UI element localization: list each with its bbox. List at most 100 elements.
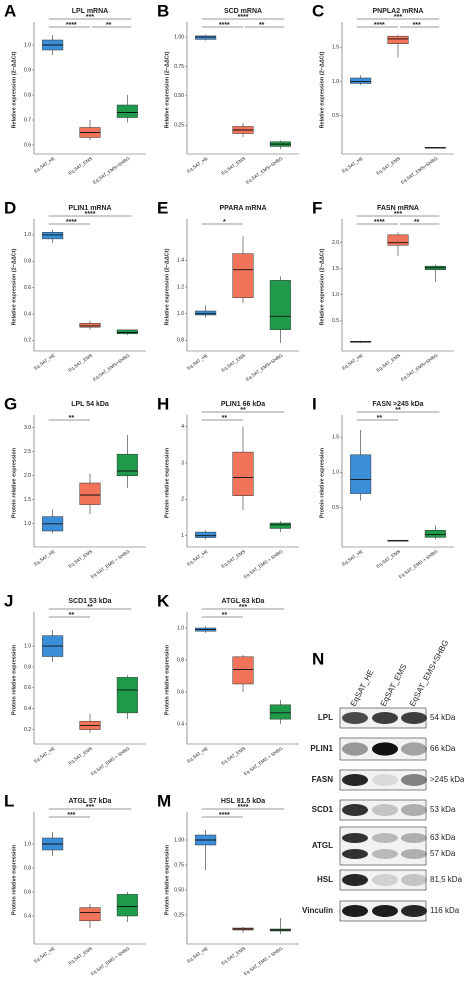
significance-label: ** <box>240 407 246 414</box>
blot-frame <box>339 826 427 866</box>
x-tick-label: Eq.SAT_HE <box>186 353 209 371</box>
y-tick-label: 0.9 <box>24 67 31 73</box>
x-tick-label: Eq.SAT_EMS <box>67 353 93 373</box>
y-axis-label: Relative expression (2−ΔΔCt) <box>319 51 325 128</box>
protein-label: FASN <box>312 775 334 784</box>
x-tick-label: Eq.SAT_EMS+SHBG <box>400 155 439 184</box>
y-axis-label: Relative expression (2−ΔΔCt) <box>11 51 17 128</box>
band <box>372 905 398 917</box>
band <box>342 849 368 859</box>
band <box>401 774 427 786</box>
box <box>116 677 138 714</box>
y-tick-label: 4 <box>181 424 184 430</box>
band <box>342 712 368 724</box>
y-axis-label: Protein relative expression <box>11 447 17 518</box>
y-axis-label: Relative expression (2−ΔΔCt) <box>11 248 17 325</box>
box <box>195 310 217 316</box>
y-tick-label: 1.0 <box>332 79 339 85</box>
band <box>401 905 427 917</box>
x-tick-label: Eq.SAT_EMS+SHBG <box>92 155 131 184</box>
chart-title: FASN >245 kDa <box>372 401 423 408</box>
box <box>79 323 101 328</box>
x-tick-label: Eq.SAT_HE <box>186 746 209 764</box>
panel-letter: N <box>312 649 324 668</box>
lane-label: EqSAT_HE <box>349 668 376 708</box>
x-tick-label: Eq.SAT_EMS + SHBG <box>243 548 284 579</box>
x-tick-label: Eq.SAT_EMS + SHBG <box>243 945 284 976</box>
x-tick-label: Eq.SAT_EMS + SHBG <box>90 745 131 776</box>
x-tick-label: Eq.SAT_EMS <box>220 156 246 176</box>
y-axis-label: Relative expression (2−ΔΔCt) <box>164 248 170 325</box>
x-tick-label: Eq.SAT_EMS <box>220 946 246 966</box>
size-label: 81,5 kDa <box>430 875 463 884</box>
y-tick-label: 2 <box>181 497 184 503</box>
x-tick-label: Eq.SAT_HE <box>33 946 56 964</box>
chart-title: HSL 81.5 kDa <box>221 798 265 805</box>
y-tick-label: 1.0 <box>332 470 339 476</box>
y-tick-label: 1.0 <box>24 643 31 649</box>
x-tick-label: Eq.SAT_EMS + SHBG <box>90 945 131 976</box>
y-tick-label: 3 <box>181 460 184 466</box>
y-tick-label: 0.75 <box>174 64 184 70</box>
y-tick-label: 1.5 <box>24 497 31 503</box>
box <box>79 907 101 922</box>
y-tick-label: 1 <box>181 533 184 539</box>
y-tick-label: 1.0 <box>24 841 31 847</box>
x-tick-label: Eq.SAT_EMS+SHBG <box>245 155 284 184</box>
panel-letter: M <box>157 791 171 810</box>
y-tick-label: 0.25 <box>174 123 184 129</box>
significance-label: ** <box>87 604 93 611</box>
significance-label: **** <box>374 219 385 226</box>
x-tick-label: Eq.SAT_EMS <box>220 746 246 766</box>
y-tick-label: 1.0 <box>24 521 31 527</box>
y-axis-label: Protein relative expression <box>319 447 325 518</box>
y-tick-label: 1.00 <box>174 34 184 40</box>
y-tick-label: 0.5 <box>332 113 339 119</box>
x-tick-label: Eq.SAT_EMS <box>220 549 246 569</box>
box <box>232 656 254 685</box>
band <box>372 774 398 786</box>
chart-title: LPL mRNA <box>72 8 108 15</box>
x-tick-label: Eq.SAT_EMS <box>375 156 401 176</box>
chart-title: FASN mRNA <box>377 205 419 212</box>
y-axis-label: Protein relative expression <box>11 644 17 715</box>
band <box>342 742 368 756</box>
box <box>195 531 217 538</box>
x-tick-label: Eq.SAT_HE <box>33 156 56 174</box>
size-label: 63 kDa <box>430 833 456 842</box>
y-tick-label: 1.0 <box>24 42 31 48</box>
x-tick-label: Eq.SAT_EMS <box>375 353 401 373</box>
box <box>232 253 254 298</box>
y-tick-label: 0.2 <box>24 727 31 733</box>
band <box>342 833 368 843</box>
panel-letter: J <box>4 591 13 610</box>
x-tick-label: Eq.SAT_HE <box>341 549 364 567</box>
box <box>116 104 138 118</box>
x-tick-label: Eq.SAT_HE <box>33 746 56 764</box>
y-tick-label: 0.8 <box>177 657 184 663</box>
y-tick-label: 2.5 <box>24 449 31 455</box>
y-tick-label: 0.8 <box>24 865 31 871</box>
significance-label: **** <box>66 22 77 29</box>
band <box>342 804 368 816</box>
y-tick-label: 0.2 <box>24 338 31 344</box>
significance-label: *** <box>413 22 421 29</box>
significance-label: *** <box>394 211 402 218</box>
y-tick-label: 0.8 <box>177 338 184 344</box>
box <box>116 894 138 917</box>
y-tick-label: 1.5 <box>332 434 339 440</box>
x-tick-label: Eq.SAT_HE <box>33 353 56 371</box>
y-tick-label: 2.0 <box>24 473 31 479</box>
y-tick-label: 0.50 <box>174 887 184 893</box>
significance-label: * <box>223 219 226 226</box>
protein-label: PLIN1 <box>310 744 333 753</box>
size-label: 66 kDa <box>430 744 456 753</box>
chart-title: ATGL 63 kDa <box>222 598 265 605</box>
y-tick-label: 1.0 <box>177 625 184 631</box>
chart-title: ATGL 57 kDa <box>69 798 112 805</box>
chart-title: SCD mRNA <box>224 8 262 15</box>
panel-letter: F <box>312 198 322 217</box>
size-label: 116 kDa <box>430 906 460 915</box>
significance-label: **** <box>85 211 96 218</box>
y-tick-label: 0.4 <box>24 913 31 919</box>
